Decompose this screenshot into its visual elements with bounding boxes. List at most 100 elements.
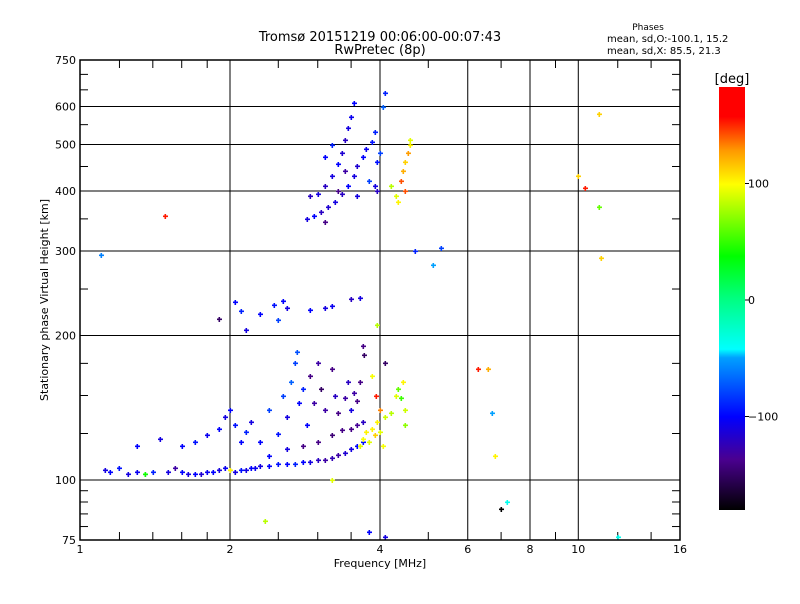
data-point [361, 155, 366, 160]
data-point-vbar [362, 420, 365, 425]
data-point [211, 470, 216, 475]
data-point-vbar [277, 462, 280, 467]
data-point [403, 160, 408, 165]
data-point-vbar [245, 328, 248, 333]
data-point [126, 472, 131, 477]
data-point [228, 408, 233, 413]
data-point [293, 462, 298, 467]
data-point [276, 432, 281, 437]
data-point [616, 535, 621, 540]
data-point-vbar [384, 91, 387, 96]
data-point [323, 220, 328, 225]
data-point-vbar [376, 189, 379, 194]
data-point [394, 394, 399, 399]
data-point [336, 411, 341, 416]
y-tick-label: 75 [62, 534, 76, 547]
data-point [166, 470, 171, 475]
data-point-vbar [344, 451, 347, 456]
x-tick-label: 8 [527, 543, 534, 556]
data-point [389, 184, 394, 189]
data-point-vbar [268, 464, 271, 469]
data-point-vbar [309, 194, 312, 199]
data-point [576, 174, 581, 179]
data-point-vbar [404, 408, 407, 413]
data-point-vbar [365, 430, 368, 435]
data-point [399, 396, 404, 401]
data-point-vbar [347, 380, 350, 385]
data-point [373, 433, 378, 438]
axis-ticks [80, 60, 680, 540]
data-point-vbar [356, 444, 359, 449]
data-point [343, 396, 348, 401]
data-point [253, 466, 258, 471]
data-point-vbar [376, 420, 379, 425]
data-point [346, 184, 351, 189]
chart-subtitle: RwPretec (8p) [334, 43, 425, 58]
data-point-vbar [218, 317, 221, 322]
data-point [401, 169, 406, 174]
y-tick-labels: 75 100 200 300 400 500 600 750 [55, 54, 76, 547]
data-point [597, 112, 602, 117]
data-point-vbar [376, 323, 379, 328]
data-point-vbar [277, 432, 280, 437]
data-point [117, 466, 122, 471]
data-point [244, 430, 249, 435]
data-point [399, 179, 404, 184]
data-point [323, 306, 328, 311]
data-point [333, 200, 338, 205]
data-point [349, 115, 354, 120]
data-point-vbar [491, 411, 494, 416]
data-point-vbar [224, 466, 227, 471]
data-point [285, 306, 290, 311]
data-point-vbar [218, 427, 221, 432]
data-point-vbar [250, 466, 253, 471]
data-point-vbar [234, 470, 237, 475]
data-point [258, 312, 263, 317]
data-point-vbar [379, 430, 382, 435]
data-point [263, 519, 268, 524]
data-point-vbar [359, 380, 362, 385]
data-points [99, 91, 621, 540]
data-point-vbar [324, 408, 327, 413]
data-point-vbar [477, 367, 480, 372]
data-point-vbar [240, 468, 243, 473]
data-point-vbar [353, 101, 356, 106]
data-point-vbar [404, 160, 407, 165]
x-tick-label: 16 [673, 543, 687, 556]
data-point [358, 296, 363, 301]
data-point [383, 361, 388, 366]
data-point [330, 478, 335, 483]
data-point-vbar [350, 427, 353, 432]
data-point [316, 361, 321, 366]
data-point-vbar [234, 300, 237, 305]
data-point [158, 437, 163, 442]
data-point-vbar [144, 472, 147, 477]
data-point [352, 391, 357, 396]
data-point [381, 105, 386, 110]
data-point-vbar [600, 256, 603, 261]
data-point [151, 470, 156, 475]
data-point-vbar [224, 415, 227, 420]
x-tick-labels: 1 2 4 6 8 10 16 [77, 543, 688, 556]
data-point-vbar [240, 440, 243, 445]
data-point-vbar [344, 169, 347, 174]
data-point [499, 507, 504, 512]
data-point-vbar [324, 306, 327, 311]
colorbar-ticks: 100 0 −100 [745, 178, 778, 424]
data-point-vbar [371, 427, 374, 432]
data-point [355, 164, 360, 169]
data-point [272, 303, 277, 308]
data-point-vbar [347, 126, 350, 131]
data-point-vbar [259, 312, 262, 317]
data-point [301, 460, 306, 465]
data-point [373, 184, 378, 189]
data-point [364, 147, 369, 152]
data-point [323, 408, 328, 413]
data-point-vbar [229, 468, 232, 473]
data-point-vbar [317, 458, 320, 463]
data-point-vbar [118, 466, 121, 471]
data-point [233, 423, 238, 428]
data-point [349, 447, 354, 452]
data-point [308, 460, 313, 465]
